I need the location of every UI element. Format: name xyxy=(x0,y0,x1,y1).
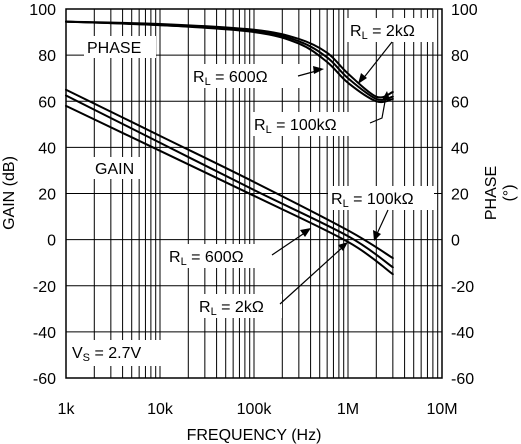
y2-tick-label: -40 xyxy=(451,325,474,342)
phase-rl-100k-arrow xyxy=(382,91,390,100)
y2-tick-label: 60 xyxy=(451,94,469,111)
x-tick-label: 10M xyxy=(426,401,457,418)
phase-label: PHASE xyxy=(87,40,141,57)
plot-frame xyxy=(65,8,443,379)
x-tick-label: 100k xyxy=(237,401,273,418)
gain-curve-1 xyxy=(65,94,394,269)
gain-label: GAIN xyxy=(95,161,134,178)
y-tick-label: 20 xyxy=(38,187,56,204)
phase-rl-600-label: RL = 600Ω xyxy=(193,69,268,88)
phase-rl-2k-arrow xyxy=(358,73,367,84)
x-axis-label: FREQUENCY (Hz) xyxy=(187,427,322,444)
y2-axis-unit: (°) xyxy=(501,184,518,201)
y2-tick-label: 40 xyxy=(451,140,469,157)
y-tick-label: 100 xyxy=(29,2,56,19)
y-tick-label: -60 xyxy=(33,371,56,388)
y-tick-label: -40 xyxy=(33,325,56,342)
gain-rl-600-bg xyxy=(166,244,274,268)
x-tick-label: 1k xyxy=(58,401,76,418)
tick-labels: 100 100 80 80 60 60 40 40 20 20 0 0 -20 -20 -40 -40 -60 -… xyxy=(29,2,478,418)
y-tick-label: 80 xyxy=(38,48,56,65)
gain-rl-100k-arrow xyxy=(373,230,381,241)
phase-rl-2k-leader xyxy=(361,41,393,81)
y2-tick-label: 0 xyxy=(451,233,460,250)
phase-rl-100k-leader xyxy=(369,95,387,124)
y-axis-label: GAIN (dB) xyxy=(1,156,18,230)
y2-tick-label: 20 xyxy=(451,187,469,204)
gain-rl-100k-label: RL = 100kΩ xyxy=(331,191,414,210)
y2-axis-label: PHASE xyxy=(483,166,500,220)
phase-rl-100k-bg xyxy=(251,112,371,136)
y-tick-label: -20 xyxy=(33,279,56,296)
y-tick-label: 60 xyxy=(38,94,56,111)
y-tick-label: 40 xyxy=(38,140,56,157)
gain-rl-100k-leader xyxy=(375,209,389,237)
phase-rl-100k-label: RL = 100kΩ xyxy=(254,117,337,136)
gain-rl-2k-arrow xyxy=(338,242,348,251)
gain-label-bg xyxy=(90,157,144,179)
x-tick-label: 10k xyxy=(147,401,174,418)
y2-tick-label: 80 xyxy=(451,48,469,65)
vs-label: VS = 2.7V xyxy=(72,345,141,364)
phase-rl-2k-label: RL = 2kΩ xyxy=(350,23,415,42)
y2-tick-label: 100 xyxy=(451,2,478,19)
gain-rl-2k-leader xyxy=(279,245,345,305)
gain-rl-600-leader xyxy=(271,231,307,256)
gain-rl-600-arrow xyxy=(300,228,311,237)
gain-rl-100k-bg xyxy=(328,186,434,210)
curves xyxy=(65,20,394,276)
phase-curve-5 xyxy=(65,20,394,99)
x-tick-label: 1M xyxy=(337,401,359,418)
y2-tick-label: -20 xyxy=(451,279,474,296)
gain-curve-0 xyxy=(65,104,394,276)
y-tick-label: 0 xyxy=(47,233,56,250)
phase-rl-2k-bg xyxy=(346,18,434,42)
vs-label-bg xyxy=(70,340,166,366)
gain-curve-2 xyxy=(65,88,394,260)
gain-rl-2k-bg xyxy=(196,294,282,318)
y2-tick-label: -60 xyxy=(451,371,474,388)
phase-curve-4 xyxy=(65,20,394,101)
gain-rl-600-label: RL = 600Ω xyxy=(169,249,244,268)
phase-label-bg xyxy=(84,36,156,58)
phase-rl-600-bg xyxy=(190,64,300,88)
phase-rl-600-arrow xyxy=(313,66,324,74)
gain-rl-2k-label: RL = 2kΩ xyxy=(199,299,264,318)
